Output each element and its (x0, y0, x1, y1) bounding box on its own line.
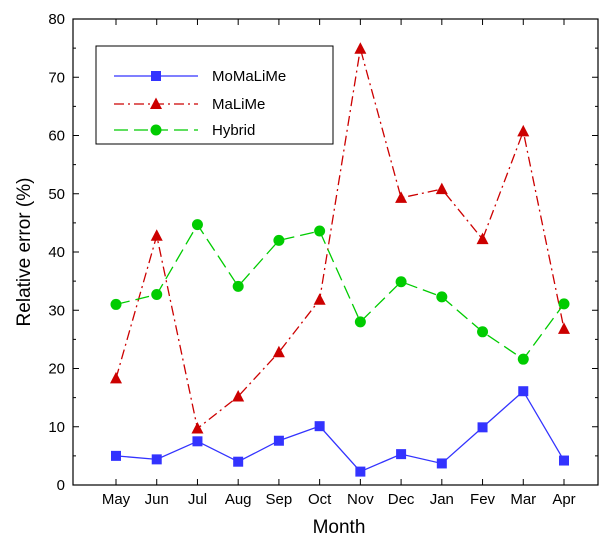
data-point-momalime (111, 450, 121, 461)
y-tick-label: 80 (48, 11, 65, 28)
series-layer (110, 42, 570, 477)
y-tick-label: 40 (48, 244, 65, 261)
x-tick-label: Apr (552, 491, 575, 508)
x-tick-label: Jun (145, 491, 169, 508)
y-axis-title: Relative error (%) (14, 178, 35, 327)
x-tick-label: Dec (388, 491, 415, 508)
y-tick-label: 20 (48, 361, 65, 378)
x-axis-title: Month (313, 517, 366, 538)
data-point-hybrid (273, 234, 285, 246)
data-point-momalime (477, 422, 488, 433)
legend-box (95, 45, 334, 145)
legend-marker-momalime (151, 71, 161, 81)
data-point-momalime (355, 466, 366, 477)
data-point-hybrid (191, 219, 203, 231)
series-line-hybrid (115, 223, 565, 361)
legend-label-hybrid: Hybrid (212, 122, 255, 139)
x-tick-label: Jul (188, 491, 207, 508)
data-point-malime (517, 124, 530, 137)
y-tick-label: 30 (48, 302, 65, 319)
y-tick-label: 10 (48, 419, 65, 436)
x-tick-label: Jan (430, 491, 454, 508)
data-point-malime (110, 371, 122, 384)
data-point-malime (476, 232, 489, 245)
legend-marker-hybrid (150, 124, 162, 136)
x-tick-label: Nov (347, 491, 374, 508)
data-point-malime (558, 322, 570, 334)
x-tick-label: Aug (225, 491, 252, 508)
data-point-momalime (314, 421, 325, 432)
x-tick-label: May (102, 491, 131, 508)
data-point-momalime (436, 458, 447, 469)
data-point-hybrid (354, 316, 366, 328)
series-line-momalime (115, 390, 565, 473)
legend-label-malime: MaLiMe (212, 96, 265, 113)
data-point-momalime (151, 454, 162, 465)
y-tick-label: 50 (48, 186, 65, 203)
data-point-momalime (396, 449, 407, 460)
legend-label-momalime: MoMaLiMe (212, 68, 286, 85)
data-point-hybrid (477, 326, 489, 338)
data-point-hybrid (558, 298, 570, 310)
axes: 0 10 20 30 40 50 60 70 80 May Jun Jul Aug Sep Oct Nov De… (48, 11, 599, 508)
series-hybrid (110, 219, 570, 365)
y-tick-label: 70 (48, 69, 65, 86)
x-tick-label: Fev (470, 491, 496, 508)
x-tick-label: Sep (266, 491, 293, 508)
data-point-momalime (559, 455, 569, 466)
x-tick-label: Oct (308, 491, 332, 508)
data-point-malime (191, 421, 204, 434)
data-point-hybrid (517, 353, 529, 365)
data-point-malime (313, 293, 326, 305)
data-point-hybrid (232, 280, 244, 292)
data-point-malime (354, 42, 367, 54)
data-point-hybrid (110, 298, 122, 310)
data-point-malime (232, 389, 245, 402)
data-point-hybrid (395, 276, 407, 288)
data-point-hybrid (314, 225, 326, 237)
data-point-malime (395, 191, 408, 203)
y-tick-label: 0 (57, 477, 65, 494)
series-momalime (111, 386, 569, 477)
data-point-hybrid (436, 291, 448, 303)
x-tick-label: Mar (510, 491, 536, 508)
data-point-malime (435, 182, 448, 195)
data-point-malime (150, 229, 163, 241)
data-point-momalime (233, 456, 244, 467)
data-point-momalime (192, 436, 203, 447)
data-point-momalime (273, 435, 284, 446)
y-tick-label: 60 (48, 128, 65, 145)
data-point-momalime (518, 386, 529, 397)
legend-marker-malime (150, 97, 162, 109)
data-point-hybrid (151, 289, 163, 301)
legend: MoMaLiMe MaLiMe Hybrid (95, 45, 334, 145)
series-malime (110, 42, 570, 434)
data-point-malime (272, 345, 285, 358)
